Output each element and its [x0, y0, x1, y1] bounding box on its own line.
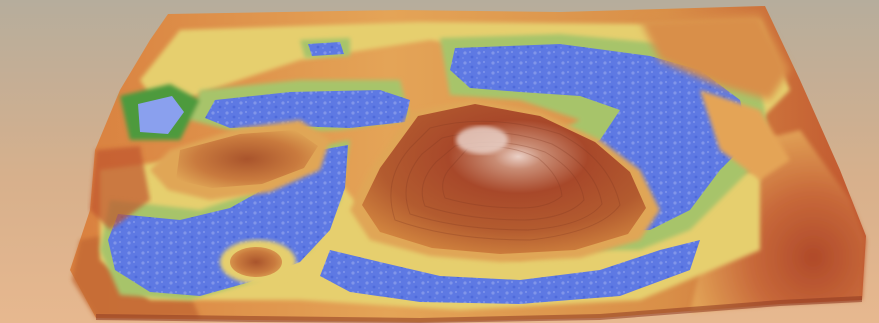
- summit: [456, 126, 508, 154]
- water-north-west: [205, 90, 410, 128]
- south-hill: [220, 240, 296, 284]
- west-ridge: [150, 120, 330, 200]
- water-north-east: [450, 44, 750, 232]
- water-small-north: [308, 42, 344, 56]
- water-south-center: [320, 240, 700, 304]
- water-west-lake: [138, 96, 184, 134]
- west-cliff: [90, 146, 150, 230]
- front-edge: [96, 296, 862, 323]
- central-mountain: [350, 100, 660, 262]
- north-east-upland: [640, 14, 790, 180]
